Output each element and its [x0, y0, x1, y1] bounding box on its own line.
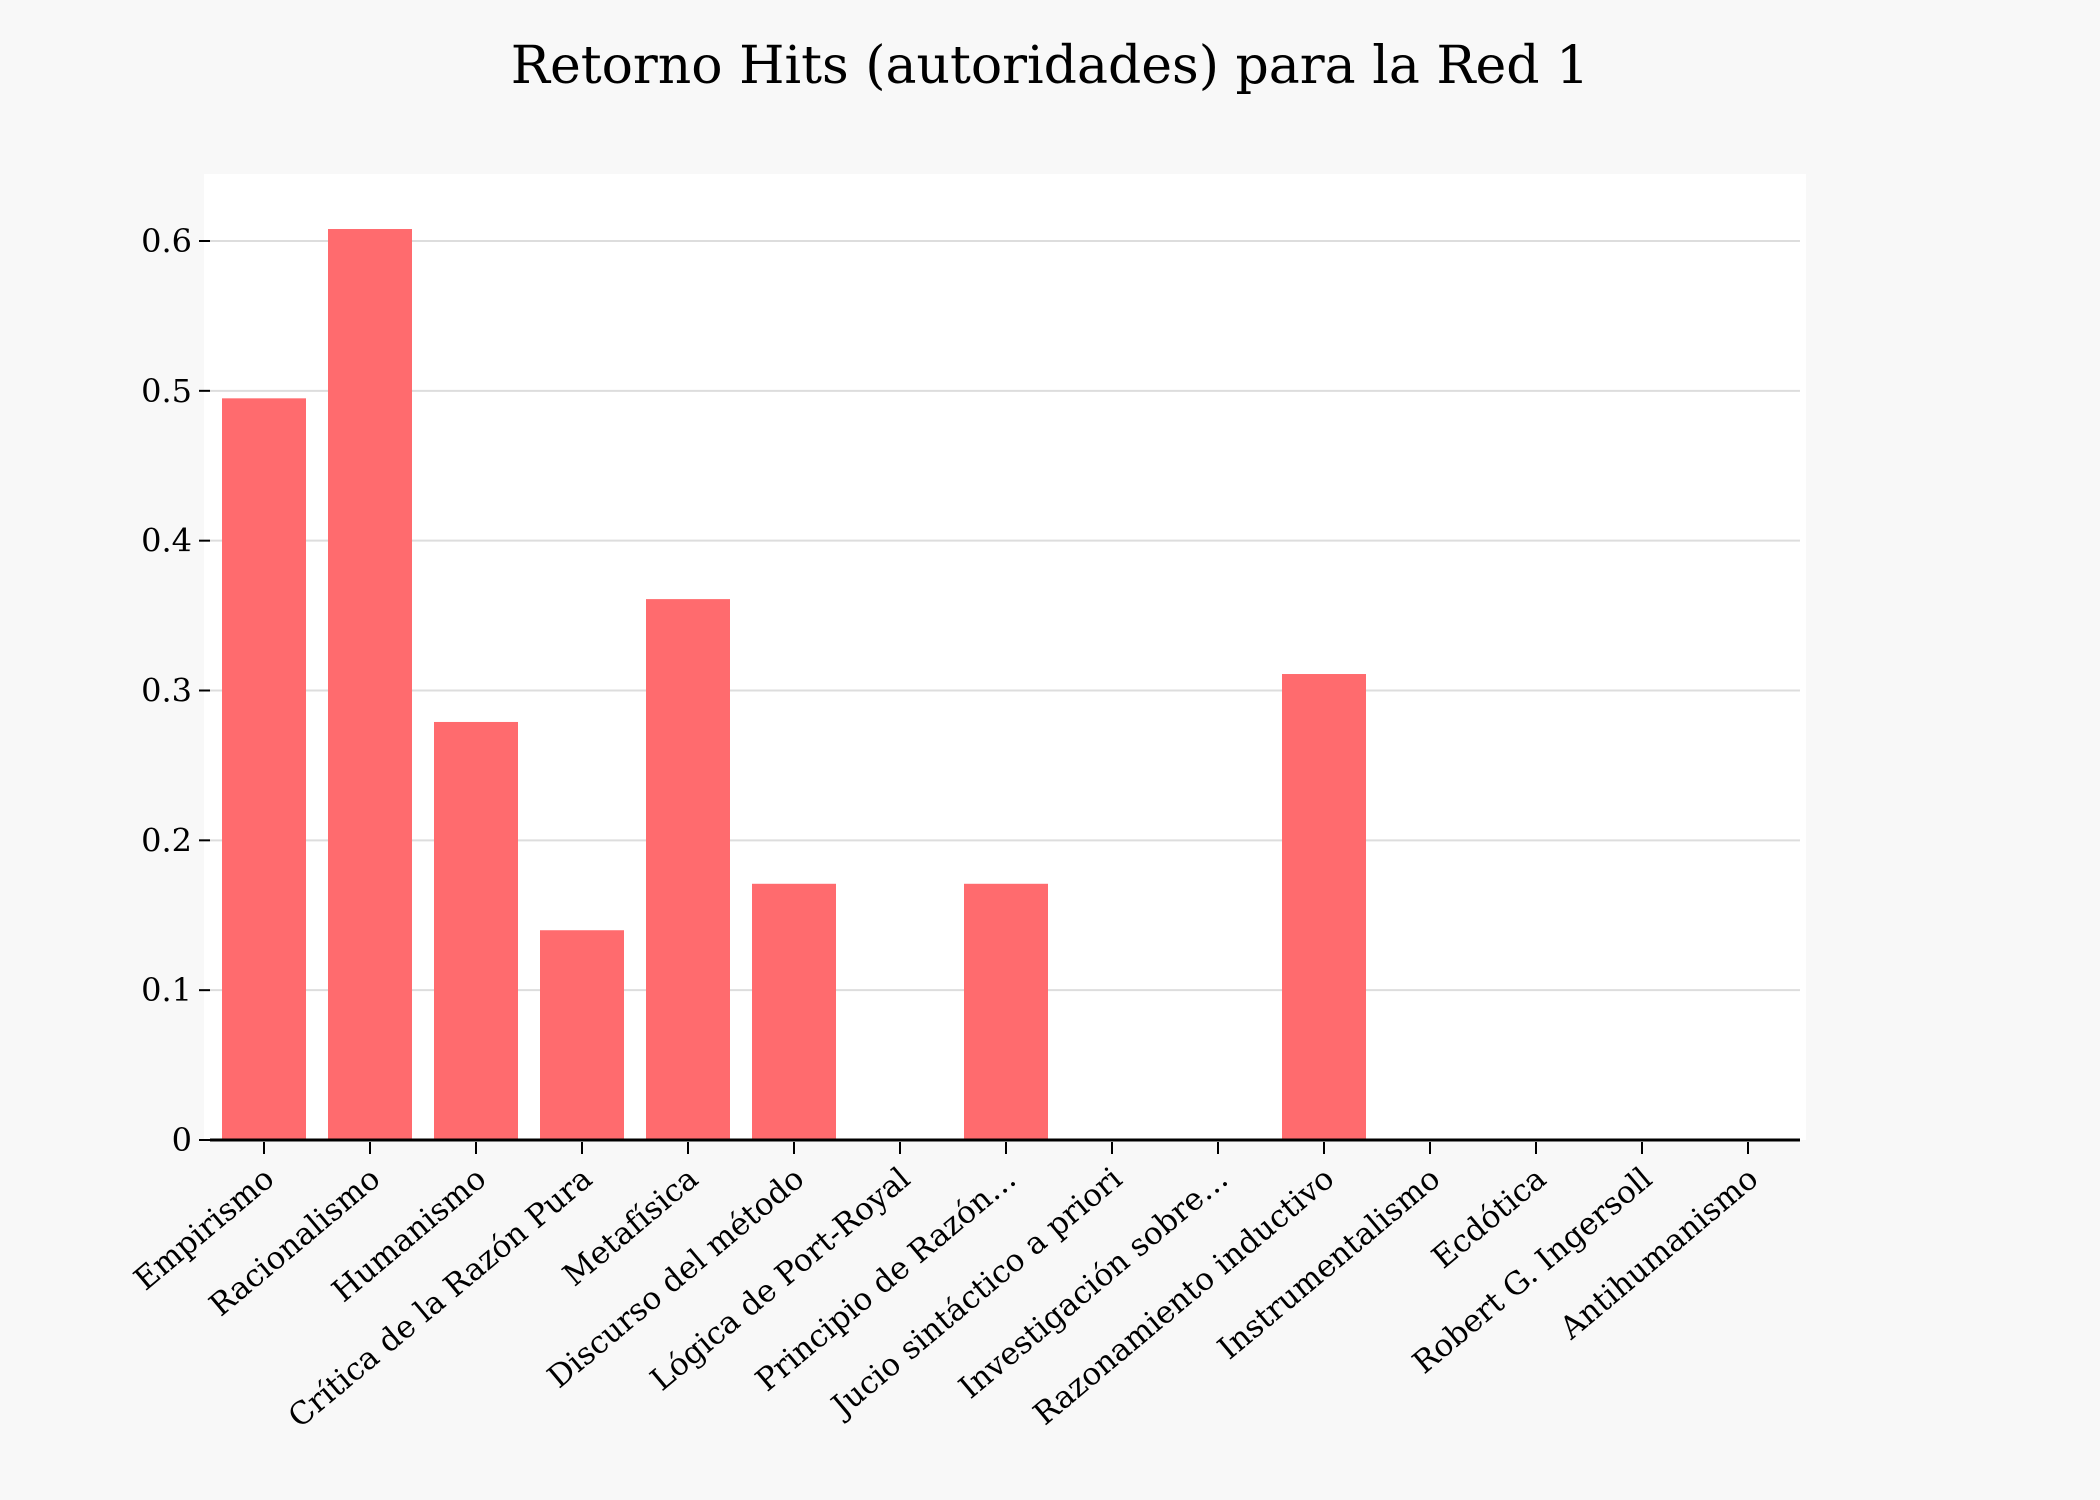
bar	[434, 721, 518, 1140]
y-tick-label: 0.4	[141, 522, 192, 560]
bar	[328, 229, 412, 1141]
y-tick-label: 0	[172, 1121, 192, 1159]
y-tick-label: 0.2	[141, 821, 192, 859]
bar	[646, 599, 730, 1140]
y-tick-label: 0.3	[141, 672, 192, 710]
x-tick-label: Antihumanismo	[1552, 1161, 1765, 1348]
bar	[752, 883, 836, 1140]
chart-title: Retorno Hits (autoridades) para la Red 1	[510, 36, 1590, 96]
y-tick-label: 0.1	[141, 971, 192, 1009]
bar	[222, 398, 306, 1140]
bar	[540, 930, 624, 1140]
y-tick-label: 0.6	[141, 222, 192, 260]
bar	[1282, 674, 1366, 1140]
bars	[222, 229, 1366, 1141]
bar	[964, 883, 1048, 1140]
y-tick-label: 0.5	[141, 372, 192, 410]
